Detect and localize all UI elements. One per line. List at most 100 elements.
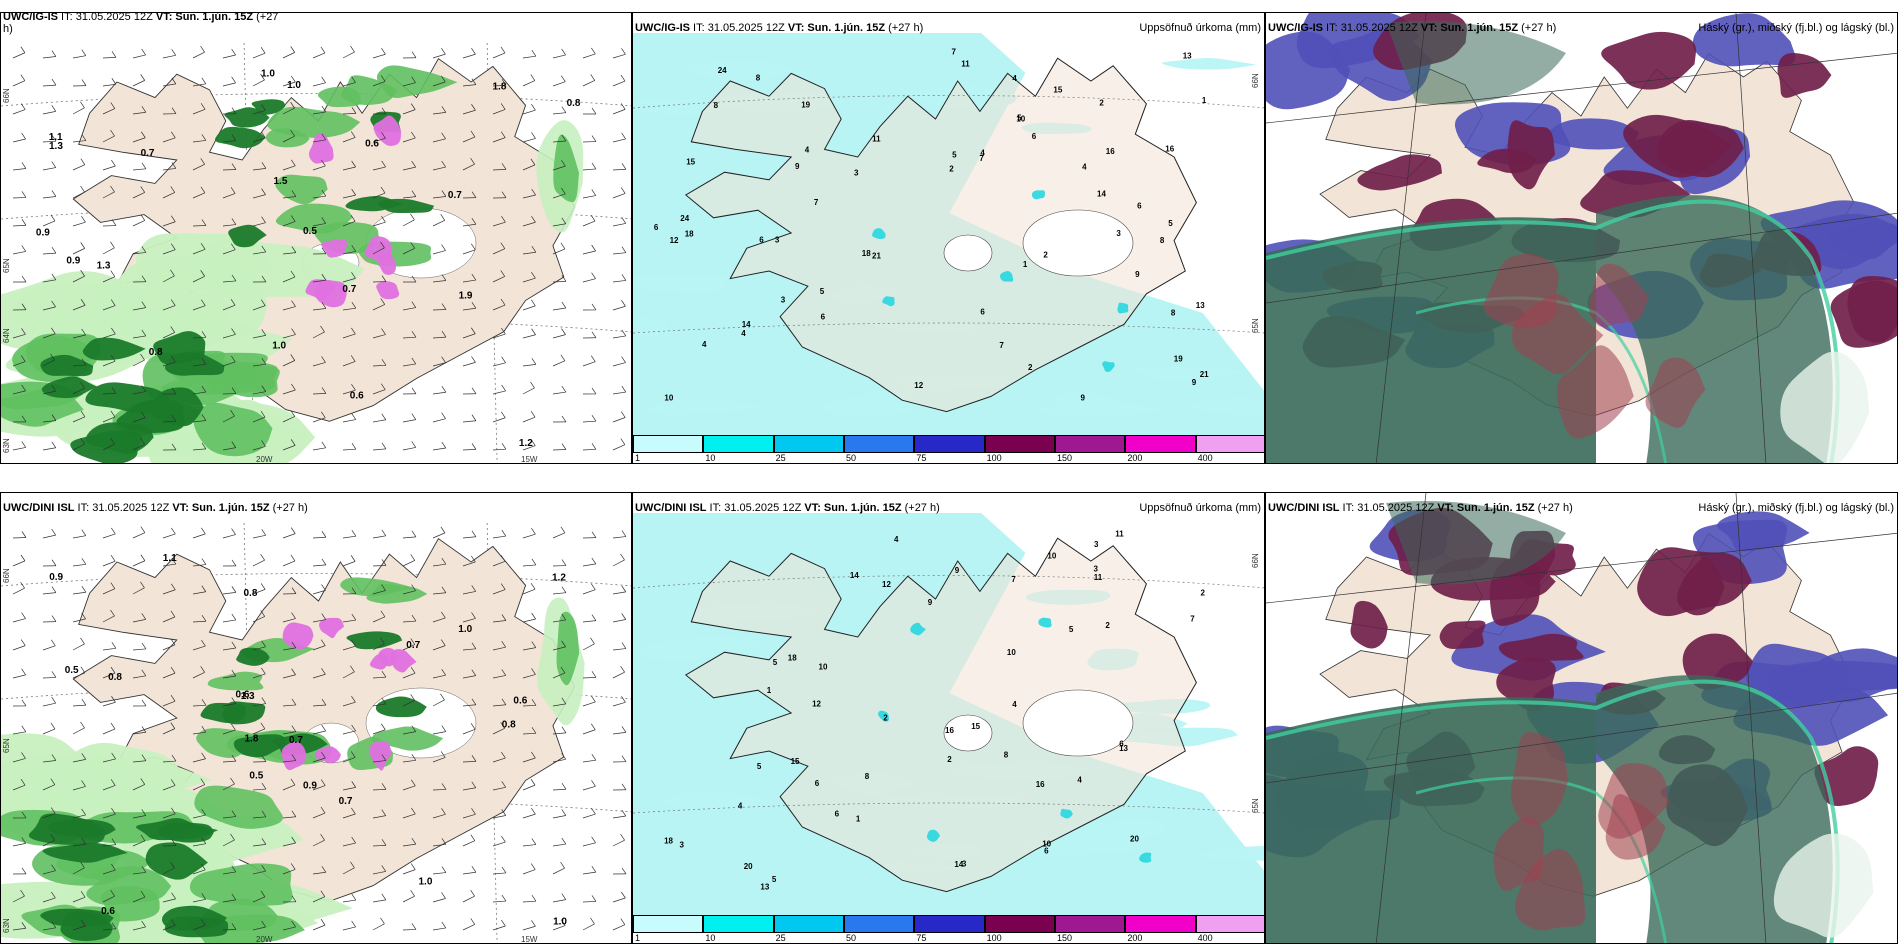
wind-barb-flag xyxy=(471,698,477,705)
wind-barb-flag xyxy=(80,242,86,249)
wind-barb xyxy=(492,728,505,735)
value-label: 4 xyxy=(738,801,743,810)
wind-barb xyxy=(522,55,536,59)
wind-barb-flag xyxy=(110,270,116,277)
value-label: 13 xyxy=(1119,744,1128,753)
wind-barb xyxy=(342,842,356,847)
value-label: 0.9 xyxy=(49,572,63,583)
wind-barb-flag xyxy=(80,158,86,165)
wind-barb xyxy=(492,925,506,931)
wind-barb xyxy=(462,895,475,903)
wind-barb-flag xyxy=(80,721,85,729)
value-label: 11 xyxy=(1115,529,1124,538)
wind-barb xyxy=(42,306,56,311)
wind-barb-flag xyxy=(231,923,237,930)
wind-barb-flag xyxy=(621,891,626,899)
wind-barb xyxy=(162,420,176,423)
wind-barb xyxy=(402,620,416,623)
value-label: 6 xyxy=(821,313,826,322)
wind-barb xyxy=(72,814,86,819)
wind-barb xyxy=(522,445,536,451)
wind-barb-flag xyxy=(51,134,57,142)
precip-max xyxy=(1102,361,1115,373)
wind-barb xyxy=(522,844,536,847)
wind-barb-flag xyxy=(560,354,566,361)
value-label: 11 xyxy=(872,135,881,144)
wind-barb xyxy=(42,447,56,451)
wind-barb-flag xyxy=(200,666,205,673)
wind-barb-flag xyxy=(381,107,387,115)
value-label: 0.9 xyxy=(36,228,50,239)
wind-barb-flag xyxy=(261,529,267,536)
panel-title-cont: h) xyxy=(3,23,13,35)
axis-label: 66N xyxy=(2,88,11,103)
wind-barb-flag xyxy=(110,666,116,674)
wind-barb xyxy=(252,728,266,735)
precip-streak xyxy=(1040,401,1169,418)
wind-barb xyxy=(522,757,536,763)
wind-barb-flag xyxy=(20,889,25,897)
wind-barbs xyxy=(12,526,627,931)
wind-barb-flag xyxy=(261,385,267,392)
wind-barb xyxy=(492,362,506,367)
wind-barb-flag xyxy=(141,329,147,337)
wind-barb xyxy=(342,645,356,651)
value-label: 8 xyxy=(714,101,719,110)
wind-barb-flag xyxy=(501,327,506,335)
precip-streak xyxy=(637,643,724,663)
wind-barb-flag xyxy=(411,441,417,448)
wind-barb xyxy=(612,732,626,735)
wind-barb-flag xyxy=(441,47,446,55)
wind-barb xyxy=(42,534,56,539)
wind-barb xyxy=(252,110,266,115)
wind-barb xyxy=(282,674,296,679)
wind-barb xyxy=(372,760,386,763)
wind-barb xyxy=(12,361,26,367)
wind-barb xyxy=(312,165,326,171)
wind-barb xyxy=(402,248,415,255)
wind-barb-flag xyxy=(230,833,235,841)
wind-barb xyxy=(312,82,326,87)
wind-barb-flag xyxy=(51,327,56,334)
shade-area xyxy=(194,785,284,829)
value-label: 13 xyxy=(1183,52,1192,61)
wind-barb-flag xyxy=(471,78,477,85)
wind-barb xyxy=(132,252,146,255)
precip-streak xyxy=(660,791,777,811)
wind-barb xyxy=(72,786,86,791)
value-label: 3 xyxy=(1094,540,1099,549)
value-label: 4 xyxy=(1012,700,1017,709)
wind-barb xyxy=(102,83,116,87)
wind-barb xyxy=(282,389,296,395)
wind-barb xyxy=(432,731,446,735)
wind-barb xyxy=(552,788,566,791)
value-label: 1.8 xyxy=(493,82,507,93)
panel-clouds-dini: UWC/DINI ISL IT: 31.05.2025 12Z VT: Sun.… xyxy=(1265,492,1898,944)
value-label: 5 xyxy=(820,287,825,296)
wind-barb xyxy=(222,140,236,143)
wind-barb xyxy=(462,871,476,875)
wind-barb-flag xyxy=(200,243,206,250)
wind-barb-flag xyxy=(321,217,327,224)
shade-area xyxy=(1,271,149,350)
wind-barb-flag xyxy=(141,726,147,733)
wind-barb xyxy=(492,841,506,847)
wind-barb xyxy=(282,926,296,931)
wind-barb-flag xyxy=(321,247,327,254)
wind-barb xyxy=(612,53,626,59)
wind-barb xyxy=(402,731,416,735)
wind-barb xyxy=(462,109,476,115)
wind-barb xyxy=(162,275,175,283)
wind-barb xyxy=(42,677,57,679)
shade-area xyxy=(265,128,310,148)
wind-barb xyxy=(72,643,85,651)
wind-barb-flag xyxy=(380,298,386,305)
wind-barb xyxy=(312,924,326,931)
wind-barb xyxy=(612,839,625,847)
wind-barb xyxy=(492,872,506,875)
precip-streak xyxy=(1065,818,1167,841)
wind-barb-flag xyxy=(501,356,506,364)
wind-barb-flag xyxy=(171,415,177,422)
map-wind-precip-dini: 1.00.70.81.11.30.70.60.51.00.90.80.61.20… xyxy=(1,493,631,943)
wind-barb-flag xyxy=(531,920,536,927)
